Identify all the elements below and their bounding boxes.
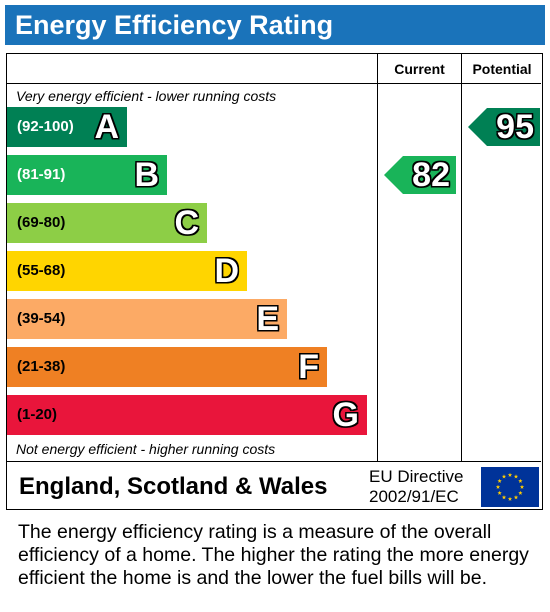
eu-star-icon xyxy=(501,474,507,479)
rating-frame: Current Potential Very energy efficient … xyxy=(6,53,543,510)
eu-star-icon xyxy=(519,484,525,489)
header-divider xyxy=(7,83,541,84)
band-b: (81-91) B xyxy=(7,155,167,195)
eu-flag-stars xyxy=(495,472,525,501)
eu-star-icon xyxy=(507,496,513,501)
band-f: (21-38) F xyxy=(7,347,327,387)
eu-star-icon xyxy=(518,478,523,483)
directive-line-2: 2002/91/EC xyxy=(369,487,459,506)
eu-star-icon xyxy=(497,490,502,495)
potential-column-divider xyxy=(461,54,462,462)
band-letter-f: F xyxy=(298,348,319,386)
potential-column-header: Potential xyxy=(472,61,532,77)
band-letter-g: G xyxy=(332,396,359,434)
current-column-header: Current xyxy=(394,61,445,77)
band-range-e: (39-54) xyxy=(17,310,66,327)
description-text: The energy efficiency rating is a measur… xyxy=(18,521,529,589)
footer-divider xyxy=(7,461,541,462)
current-column-divider xyxy=(377,54,378,462)
band-range-a: (92-100) xyxy=(17,118,74,135)
band-range-b: (81-91) xyxy=(17,166,66,183)
band-range-d: (55-68) xyxy=(17,262,66,279)
band-range-c: (69-80) xyxy=(17,214,66,231)
band-c: (69-80) C xyxy=(7,203,207,243)
current-rating-arrow: 82 xyxy=(384,156,456,194)
eu-star-icon xyxy=(518,490,523,495)
potential-rating-arrow: 95 xyxy=(468,108,540,146)
eu-flag-icon xyxy=(481,467,539,507)
region-label: England, Scotland & Wales xyxy=(19,473,328,500)
page-title: Energy Efficiency Rating xyxy=(15,10,334,40)
current-rating-value: 82 xyxy=(412,156,450,194)
potential-arrow-shape xyxy=(468,108,540,146)
band-g: (1-20) G xyxy=(7,395,367,435)
title-bar: Energy Efficiency Rating xyxy=(5,5,545,45)
band-letter-c: C xyxy=(174,204,199,242)
band-e: (39-54) E xyxy=(7,299,287,339)
band-letter-b: B xyxy=(134,156,159,194)
eu-star-icon xyxy=(495,484,501,489)
eu-star-icon xyxy=(513,495,519,500)
eu-star-icon xyxy=(501,495,507,500)
band-range-g: (1-20) xyxy=(17,406,58,423)
eu-directive: EU Directive 2002/91/EC xyxy=(369,467,463,507)
band-a: (92-100) A xyxy=(7,107,127,147)
eu-star-icon xyxy=(513,474,519,479)
potential-rating-value: 95 xyxy=(496,108,534,146)
very-efficient-note: Very energy efficient - lower running co… xyxy=(16,88,277,104)
band-letter-a: A xyxy=(94,108,119,146)
band-letter-e: E xyxy=(256,300,279,338)
eu-star-icon xyxy=(507,472,513,477)
current-arrow-shape xyxy=(384,156,456,194)
not-efficient-note: Not energy efficient - higher running co… xyxy=(16,441,276,457)
band-range-f: (21-38) xyxy=(17,358,66,375)
band-d: (55-68) D xyxy=(7,251,247,291)
eu-star-icon xyxy=(497,478,502,483)
directive-line-1: EU Directive xyxy=(369,467,464,486)
band-letter-d: D xyxy=(214,252,239,290)
